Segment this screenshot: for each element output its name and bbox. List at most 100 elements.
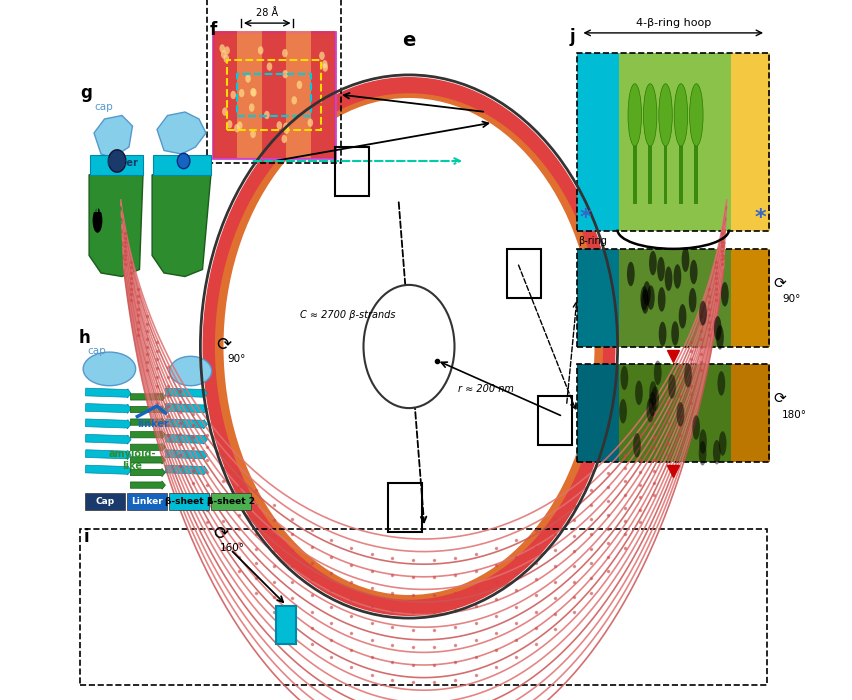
Ellipse shape (239, 89, 245, 97)
Text: 160°: 160° (220, 543, 245, 553)
Ellipse shape (717, 371, 724, 395)
Bar (213, 32, 237, 158)
Ellipse shape (236, 114, 581, 579)
Bar (90, 155, 143, 175)
Text: C ≈ 2700 β-strands: C ≈ 2700 β-strands (300, 311, 395, 321)
Text: e: e (401, 31, 415, 50)
Ellipse shape (283, 122, 288, 131)
Bar (286, 32, 311, 158)
Ellipse shape (648, 392, 655, 416)
Ellipse shape (673, 84, 687, 146)
Ellipse shape (277, 174, 540, 519)
Ellipse shape (224, 46, 229, 55)
FancyArrow shape (85, 435, 131, 444)
Ellipse shape (245, 74, 250, 83)
Text: linker: linker (137, 419, 169, 429)
Ellipse shape (641, 289, 648, 314)
Ellipse shape (678, 304, 686, 328)
Text: ⟳: ⟳ (772, 276, 785, 290)
FancyArrow shape (165, 466, 207, 475)
Ellipse shape (642, 84, 656, 146)
Ellipse shape (360, 276, 458, 416)
Ellipse shape (646, 286, 654, 310)
Text: r ≈ 200 nm: r ≈ 200 nm (458, 384, 513, 394)
FancyArrow shape (130, 468, 165, 477)
FancyBboxPatch shape (730, 364, 769, 462)
Ellipse shape (676, 402, 683, 426)
Ellipse shape (657, 287, 665, 312)
Ellipse shape (626, 262, 634, 286)
Ellipse shape (215, 93, 602, 600)
Text: ⟳: ⟳ (216, 336, 232, 354)
FancyBboxPatch shape (576, 364, 619, 462)
Ellipse shape (712, 440, 720, 464)
Ellipse shape (239, 126, 578, 567)
Ellipse shape (322, 228, 495, 466)
Ellipse shape (227, 109, 590, 584)
Ellipse shape (221, 50, 227, 59)
FancyArrow shape (85, 389, 131, 398)
Ellipse shape (250, 130, 256, 138)
Ellipse shape (347, 260, 469, 433)
Ellipse shape (326, 239, 491, 454)
Ellipse shape (310, 211, 507, 482)
Text: linker: linker (106, 158, 138, 168)
Text: *: * (579, 208, 590, 228)
Text: 180°: 180° (781, 410, 806, 420)
Ellipse shape (698, 441, 705, 466)
Ellipse shape (656, 257, 664, 281)
Ellipse shape (692, 415, 699, 440)
FancyArrow shape (165, 435, 207, 444)
Ellipse shape (222, 107, 227, 116)
Ellipse shape (688, 84, 702, 146)
Text: *: * (753, 208, 765, 228)
Ellipse shape (276, 121, 282, 130)
Ellipse shape (635, 381, 642, 405)
Text: 28 Å: 28 Å (256, 8, 278, 18)
FancyArrow shape (130, 456, 165, 464)
Ellipse shape (296, 80, 302, 89)
Text: β-sheet 1: β-sheet 1 (165, 497, 213, 505)
Ellipse shape (716, 326, 723, 350)
Text: j: j (569, 28, 575, 46)
Text: amyloid-
like: amyloid- like (108, 449, 156, 471)
Bar (694, 124, 698, 204)
Ellipse shape (233, 124, 239, 132)
FancyArrow shape (85, 450, 131, 459)
Ellipse shape (257, 46, 263, 55)
FancyArrow shape (85, 419, 131, 428)
FancyArrow shape (165, 389, 207, 398)
FancyArrow shape (165, 450, 207, 459)
FancyArrow shape (130, 443, 165, 452)
Text: amyloid-
like: amyloid- like (89, 204, 137, 226)
Text: ⟳: ⟳ (772, 391, 785, 406)
Polygon shape (152, 168, 210, 276)
Ellipse shape (282, 49, 287, 57)
Bar (632, 124, 636, 204)
Bar (538, 395, 572, 444)
Polygon shape (89, 168, 143, 276)
Ellipse shape (632, 433, 640, 458)
Ellipse shape (363, 285, 454, 408)
Polygon shape (94, 116, 132, 158)
FancyArrow shape (85, 466, 131, 475)
Ellipse shape (689, 260, 697, 284)
Ellipse shape (283, 125, 289, 134)
Text: β-sheet 2: β-sheet 2 (207, 497, 255, 505)
Ellipse shape (282, 70, 288, 78)
FancyBboxPatch shape (730, 248, 769, 346)
FancyBboxPatch shape (576, 248, 619, 346)
Ellipse shape (170, 356, 211, 386)
Ellipse shape (249, 104, 254, 112)
FancyArrow shape (165, 404, 207, 413)
Ellipse shape (252, 142, 565, 551)
Ellipse shape (321, 60, 327, 69)
Text: Linker: Linker (131, 497, 163, 505)
Bar (237, 32, 262, 158)
Bar (262, 32, 286, 158)
FancyArrow shape (130, 393, 165, 401)
FancyBboxPatch shape (210, 493, 251, 510)
Bar (506, 248, 540, 298)
Bar (311, 32, 335, 158)
Ellipse shape (281, 134, 287, 143)
